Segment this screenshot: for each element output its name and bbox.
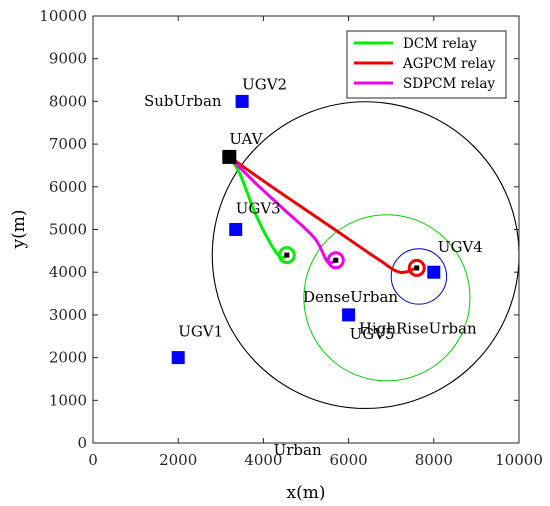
y-tick-label: 9000 [49, 50, 87, 68]
annotation-ugv1: UGV1 [178, 323, 223, 341]
x-axis-ticks: 0 2000 4000 6000 8000 10000 [88, 16, 543, 469]
region-circle-denseurban [303, 214, 471, 382]
series-endpoint-ring-sdpcm [326, 251, 345, 270]
marker-ugv5 [342, 308, 356, 322]
y-tick-label: 3000 [49, 306, 87, 324]
x-tick-label: 10000 [495, 451, 543, 469]
annotation-uav: UAV [229, 130, 263, 148]
marker-ugv4 [427, 265, 441, 279]
series-endpoint-point-agpcm [414, 265, 420, 271]
annotation-denseurban: DenseUrban [303, 288, 398, 306]
marker-ugv1 [171, 351, 185, 365]
y-tick-label: 1000 [49, 391, 87, 409]
series-endpoint-ring-agpcm [407, 258, 426, 277]
y-tick-label: 0 [77, 434, 87, 452]
y-tick-label: 2000 [49, 349, 87, 367]
annotations: UGV1 UGV2 UGV3 UGV4 UGV5 UAV Urban DenseUrban Hi… [144, 75, 483, 459]
y-tick-label: 8000 [49, 92, 87, 110]
series-line-agpcm [227, 155, 419, 274]
y-tick-label: 10000 [39, 7, 87, 25]
annotation-ugv5: UGV5 [350, 325, 395, 343]
y-tick-label: 4000 [49, 263, 87, 281]
series-endpoint-point-dcm [284, 252, 290, 258]
x-tick-label: 8000 [415, 451, 453, 469]
annotation-highriseurban: HighRiseUrban [359, 319, 477, 337]
y-tick-label: 5000 [49, 221, 87, 239]
y-tick-label: 6000 [49, 178, 87, 196]
y-tick-label: 7000 [49, 135, 87, 153]
annotation-suburban: SubUrban [144, 92, 222, 110]
region-circle-highriseurban [390, 248, 448, 305]
x-tick-label: 2000 [159, 451, 197, 469]
series-endpoint-point-sdpcm [333, 257, 339, 263]
legend-label-agpcm: AGPCM relay [402, 56, 496, 72]
series-endpoint-ring-dcm [277, 246, 296, 265]
annotation-urban: Urban [274, 441, 322, 459]
legend-label-dcm: DCM relay [403, 36, 477, 52]
marker-ugv2 [235, 94, 249, 108]
marker-ugv3 [229, 223, 243, 236]
x-tick-label: 4000 [244, 451, 282, 469]
annotation-ugv2: UGV2 [242, 75, 287, 93]
legend: DCM relay AGPCM relay SDPCM relay [346, 30, 507, 99]
series-lines [227, 155, 426, 277]
marker-uav [222, 149, 237, 164]
legend-label-sdpcm: SDPCM relay [403, 76, 495, 92]
y-axis-label: y(m) [9, 210, 29, 250]
annotation-ugv4: UGV4 [438, 238, 483, 256]
nodes [171, 94, 441, 365]
x-tick-label: 0 [88, 451, 98, 469]
x-axis-label: x(m) [287, 483, 326, 503]
annotation-ugv3: UGV3 [236, 200, 281, 218]
y-axis-ticks: 0 1000 2000 3000 4000 5000 6000 7000 8000 9000 100… [39, 7, 519, 452]
x-tick-label: 6000 [330, 451, 368, 469]
